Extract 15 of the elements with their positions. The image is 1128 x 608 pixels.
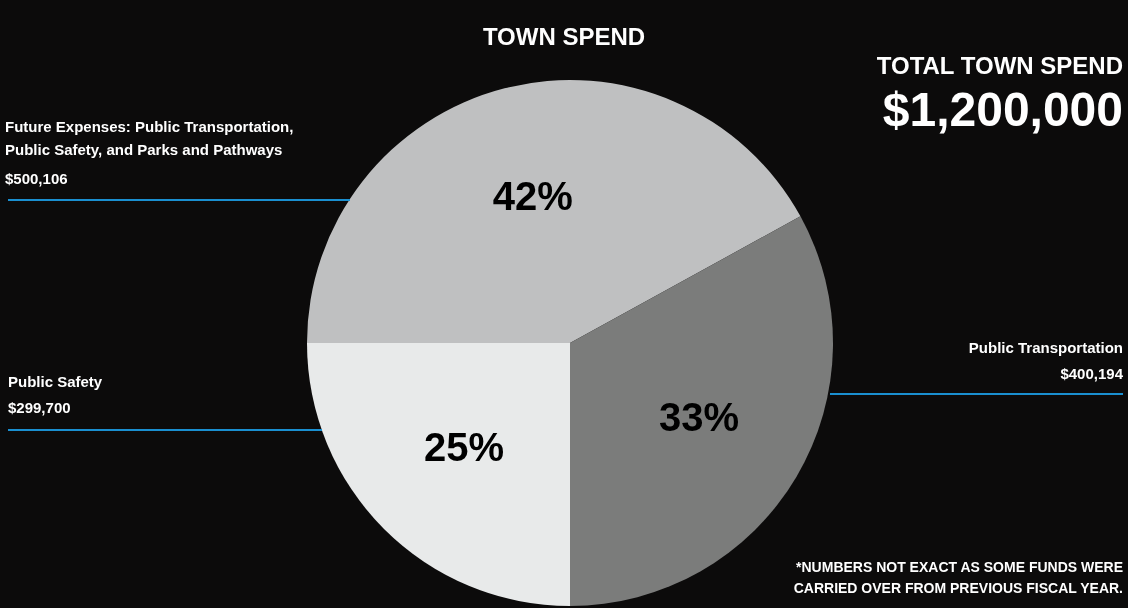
slice-label: Public Transportation — [968, 339, 1123, 356]
text: $500,106 — [5, 170, 68, 187]
text: $400,194 — [1060, 365, 1124, 382]
slice-label: Public Safety — [8, 373, 103, 390]
data-label: 33% — [659, 395, 740, 440]
slice-label: Future Expenses: Public Transportation, Public Safety, and Parks and Pathways — [5, 118, 294, 158]
text: *NUMBERS NOT EXACT AS SOME FUNDS WERE CARRIED OVER FROM PREVIOUS FISCAL YEAR. — [793, 559, 1123, 596]
text: $299,700 — [8, 399, 71, 416]
pie-slice — [307, 80, 801, 343]
pie-slice — [307, 343, 570, 606]
text: TOTAL TOWN SPEND — [876, 52, 1123, 79]
text: $1,200,000 — [882, 83, 1123, 136]
data-label: 42% — [492, 173, 573, 218]
data-label: 25% — [423, 425, 504, 470]
chart-title: TOWN SPEND — [482, 23, 646, 50]
